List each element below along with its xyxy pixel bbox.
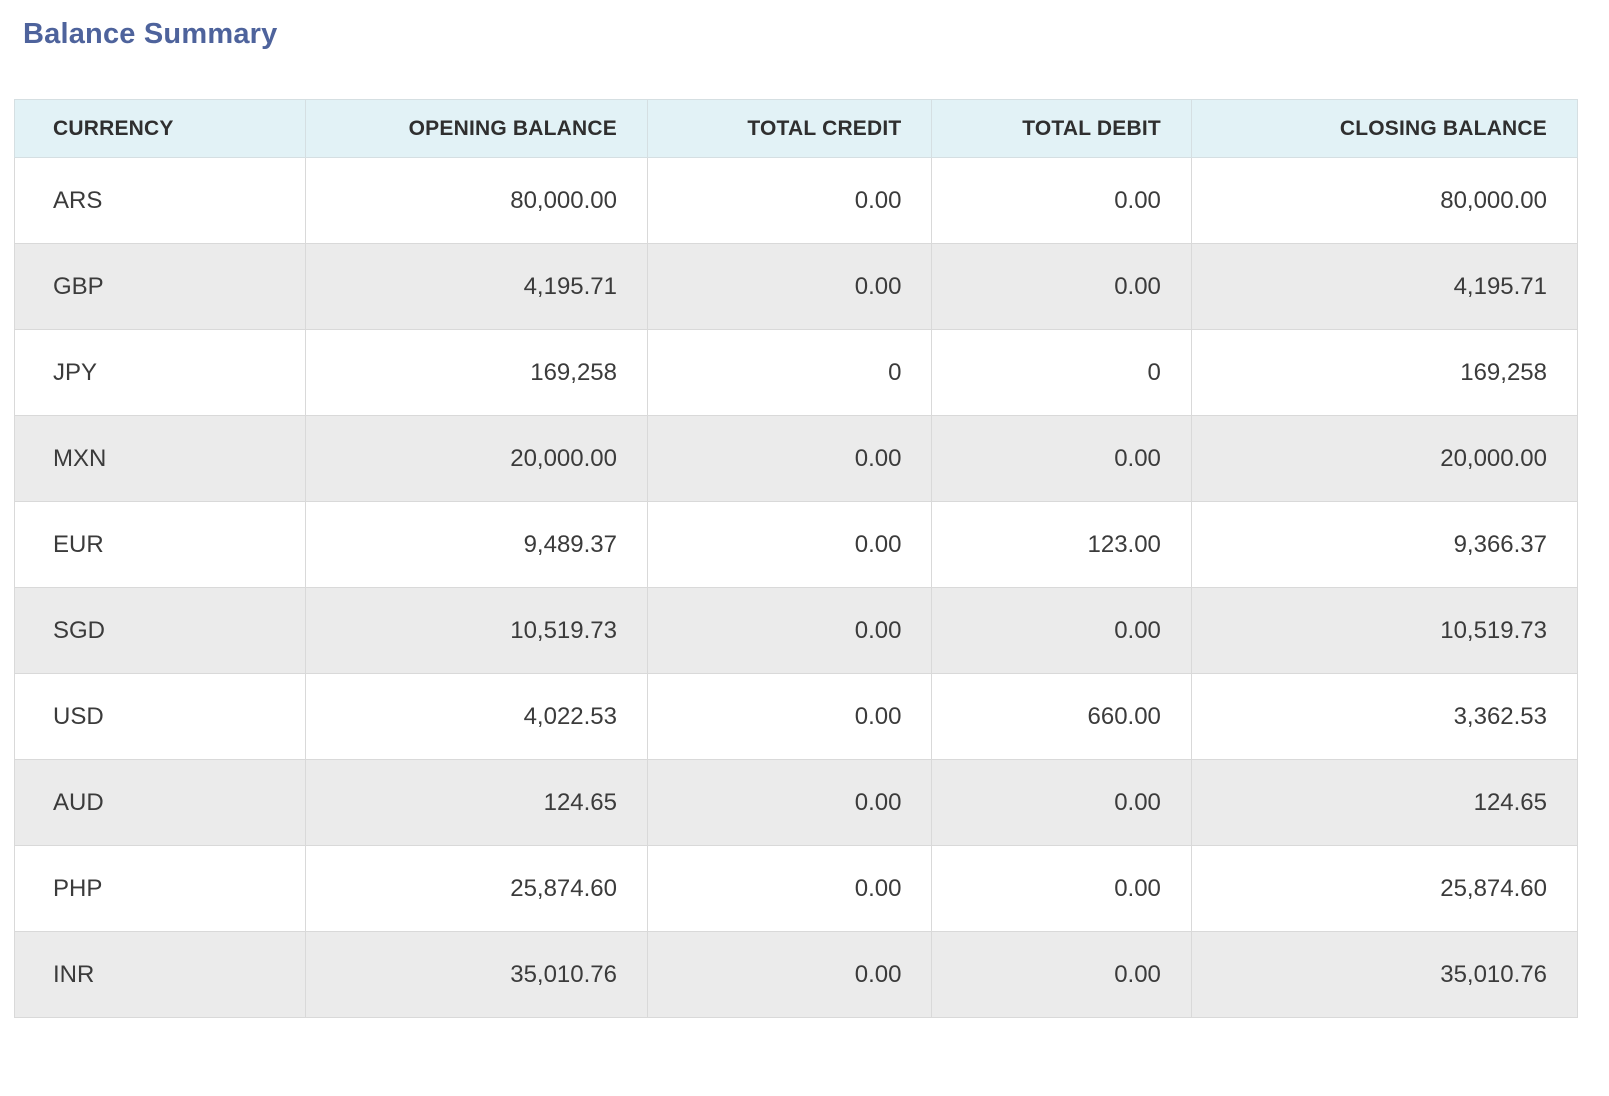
cell-credit: 0.00 xyxy=(646,845,933,932)
cell-opening: 10,519.73 xyxy=(304,587,649,674)
cell-closing: 25,874.60 xyxy=(1190,845,1579,932)
column-header-currency: CURRENCY xyxy=(14,99,306,158)
table-row: ARS 80,000.00 0.00 0.00 80,000.00 xyxy=(14,157,1579,244)
cell-opening: 20,000.00 xyxy=(304,415,649,502)
cell-credit: 0.00 xyxy=(646,415,933,502)
table-row: EUR 9,489.37 0.00 123.00 9,366.37 xyxy=(14,501,1579,588)
cell-debit: 0.00 xyxy=(931,845,1192,932)
cell-closing: 35,010.76 xyxy=(1190,931,1579,1018)
cell-debit: 0.00 xyxy=(931,243,1192,330)
column-header-opening-balance: OPENING BALANCE xyxy=(304,99,649,158)
cell-opening: 169,258 xyxy=(304,329,649,416)
cell-currency: ARS xyxy=(14,157,306,244)
cell-closing: 9,366.37 xyxy=(1190,501,1579,588)
cell-currency: SGD xyxy=(14,587,306,674)
column-header-total-debit: TOTAL DEBIT xyxy=(931,99,1192,158)
table-header: CURRENCY OPENING BALANCE TOTAL CREDIT TO… xyxy=(14,99,1579,158)
table-row: MXN 20,000.00 0.00 0.00 20,000.00 xyxy=(14,415,1579,502)
cell-currency: AUD xyxy=(14,759,306,846)
cell-debit: 660.00 xyxy=(931,673,1192,760)
cell-debit: 0.00 xyxy=(931,931,1192,1018)
cell-currency: PHP xyxy=(14,845,306,932)
cell-opening: 4,022.53 xyxy=(304,673,649,760)
cell-closing: 80,000.00 xyxy=(1190,157,1579,244)
table-row: INR 35,010.76 0.00 0.00 35,010.76 xyxy=(14,931,1579,1018)
cell-opening: 4,195.71 xyxy=(304,243,649,330)
cell-currency: INR xyxy=(14,931,306,1018)
cell-debit: 123.00 xyxy=(931,501,1192,588)
header-row: CURRENCY OPENING BALANCE TOTAL CREDIT TO… xyxy=(14,99,1579,158)
cell-opening: 25,874.60 xyxy=(304,845,649,932)
table-row: JPY 169,258 0 0 169,258 xyxy=(14,329,1579,416)
cell-debit: 0.00 xyxy=(931,759,1192,846)
cell-opening: 9,489.37 xyxy=(304,501,649,588)
table-row: AUD 124.65 0.00 0.00 124.65 xyxy=(14,759,1579,846)
cell-currency: JPY xyxy=(14,329,306,416)
cell-closing: 169,258 xyxy=(1190,329,1579,416)
cell-closing: 3,362.53 xyxy=(1190,673,1579,760)
balance-summary-table: CURRENCY OPENING BALANCE TOTAL CREDIT TO… xyxy=(14,99,1579,1018)
cell-credit: 0.00 xyxy=(646,759,933,846)
cell-credit: 0 xyxy=(646,329,933,416)
cell-debit: 0.00 xyxy=(931,157,1192,244)
cell-currency: EUR xyxy=(14,501,306,588)
cell-debit: 0.00 xyxy=(931,587,1192,674)
cell-credit: 0.00 xyxy=(646,587,933,674)
table-row: GBP 4,195.71 0.00 0.00 4,195.71 xyxy=(14,243,1579,330)
cell-opening: 80,000.00 xyxy=(304,157,649,244)
cell-opening: 35,010.76 xyxy=(304,931,649,1018)
page-title: Balance Summary xyxy=(23,18,278,50)
cell-credit: 0.00 xyxy=(646,501,933,588)
cell-debit: 0 xyxy=(931,329,1192,416)
table-row: SGD 10,519.73 0.00 0.00 10,519.73 xyxy=(14,587,1579,674)
cell-closing: 4,195.71 xyxy=(1190,243,1579,330)
table-row: USD 4,022.53 0.00 660.00 3,362.53 xyxy=(14,673,1579,760)
table-row: PHP 25,874.60 0.00 0.00 25,874.60 xyxy=(14,845,1579,932)
cell-currency: MXN xyxy=(14,415,306,502)
column-header-total-credit: TOTAL CREDIT xyxy=(646,99,933,158)
balance-summary-page: Balance Summary CURRENCY OPENING BALANCE… xyxy=(14,18,1579,1018)
cell-opening: 124.65 xyxy=(304,759,649,846)
column-header-closing-balance: CLOSING BALANCE xyxy=(1190,99,1579,158)
cell-closing: 20,000.00 xyxy=(1190,415,1579,502)
cell-credit: 0.00 xyxy=(646,673,933,760)
cell-credit: 0.00 xyxy=(646,157,933,244)
cell-currency: USD xyxy=(14,673,306,760)
cell-credit: 0.00 xyxy=(646,243,933,330)
cell-closing: 10,519.73 xyxy=(1190,587,1579,674)
cell-closing: 124.65 xyxy=(1190,759,1579,846)
cell-credit: 0.00 xyxy=(646,931,933,1018)
cell-currency: GBP xyxy=(14,243,306,330)
cell-debit: 0.00 xyxy=(931,415,1192,502)
table-body: ARS 80,000.00 0.00 0.00 80,000.00 GBP 4,195.71… xyxy=(14,157,1579,1018)
